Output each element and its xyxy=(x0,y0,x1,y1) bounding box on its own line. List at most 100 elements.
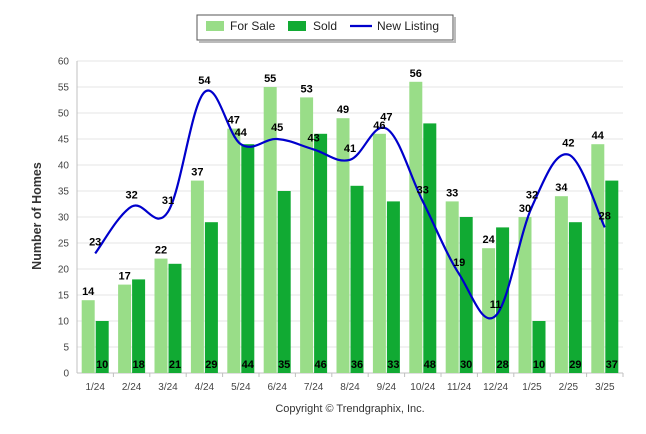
for-sale-bar xyxy=(372,133,386,373)
for-sale-bar xyxy=(336,118,350,373)
for-sale-bar xyxy=(190,180,204,373)
sold-data-label: 18 xyxy=(132,359,144,371)
y-tick-label: 30 xyxy=(58,213,70,224)
x-tick-label: 1/25 xyxy=(522,382,542,393)
sold-bar xyxy=(496,227,510,373)
for-sale-data-label: 17 xyxy=(118,271,130,283)
for-sale-data-label: 14 xyxy=(82,286,95,298)
new-listing-data-label: 47 xyxy=(380,112,392,124)
sold-bar xyxy=(568,222,582,373)
sold-bar xyxy=(241,144,255,373)
sold-bar xyxy=(168,263,182,373)
x-tick-label: 2/25 xyxy=(559,382,579,393)
new-listing-data-label: 45 xyxy=(271,122,283,134)
for-sale-bar xyxy=(227,128,241,373)
new-listing-data-label: 32 xyxy=(526,190,538,202)
sold-data-label: 30 xyxy=(460,359,472,371)
sold-data-label: 29 xyxy=(205,359,217,371)
y-tick-label: 60 xyxy=(58,57,70,68)
sold-data-label: 37 xyxy=(606,359,618,371)
legend-box xyxy=(196,14,454,41)
for-sale-bar xyxy=(300,97,314,374)
legend-swatch-sold xyxy=(288,21,306,31)
new-listing-line xyxy=(94,89,606,320)
new-listing-data-label: 44 xyxy=(235,127,248,139)
sold-bar xyxy=(532,321,546,373)
sold-data-label: 35 xyxy=(278,359,290,371)
for-sale-data-label: 44 xyxy=(592,130,605,142)
legend-swatch-for-sale xyxy=(206,21,224,31)
for-sale-bar xyxy=(482,248,496,373)
sold-data-label: 48 xyxy=(424,359,436,371)
x-tick-label: 12/24 xyxy=(483,382,508,393)
new-listing-data-label: 28 xyxy=(599,210,611,222)
data-labels: 1410231718322221313729544744445535455346… xyxy=(82,68,618,371)
sold-bar xyxy=(386,201,400,373)
y-tick-label: 40 xyxy=(58,161,70,172)
bars xyxy=(81,81,619,374)
y-axis-label: Number of Homes xyxy=(30,162,44,270)
y-tick-label: 35 xyxy=(58,187,70,198)
new-listing-line-group xyxy=(94,89,606,320)
sold-bar xyxy=(459,217,473,373)
sold-data-label: 10 xyxy=(533,359,545,371)
for-sale-data-label: 33 xyxy=(446,187,458,199)
y-tick-label: 0 xyxy=(63,369,69,380)
x-tick-label: 6/24 xyxy=(267,382,287,393)
for-sale-data-label: 56 xyxy=(410,68,422,80)
sold-bar xyxy=(95,321,109,373)
y-tick-label: 45 xyxy=(58,135,70,146)
new-listing-data-label: 42 xyxy=(562,138,574,150)
sold-data-label: 33 xyxy=(387,359,399,371)
sold-data-label: 44 xyxy=(242,359,255,371)
legend-label-new-listing: New Listing xyxy=(377,19,439,33)
for-sale-data-label: 24 xyxy=(482,234,495,246)
x-tick-label: 2/24 xyxy=(122,382,142,393)
copyright-credit: Copyright © Trendgraphix, Inc. xyxy=(275,403,424,415)
new-listing-data-label: 54 xyxy=(198,75,211,87)
x-tick-label: 3/25 xyxy=(595,382,615,393)
for-sale-data-label: 34 xyxy=(555,182,568,194)
sold-data-label: 46 xyxy=(314,359,326,371)
sold-data-label: 21 xyxy=(169,359,181,371)
legend-label-for-sale: For Sale xyxy=(230,19,276,33)
for-sale-data-label: 47 xyxy=(228,115,240,127)
sold-data-label: 28 xyxy=(496,359,508,371)
legend[interactable]: For Sale Sold New Listing xyxy=(196,14,456,43)
x-tick-label: 10/24 xyxy=(410,382,435,393)
sold-data-label: 10 xyxy=(96,359,108,371)
for-sale-bar xyxy=(263,87,277,373)
new-listing-data-label: 31 xyxy=(162,195,174,207)
for-sale-data-label: 53 xyxy=(300,83,312,95)
x-tick-label: 1/24 xyxy=(85,382,105,393)
new-listing-data-label: 11 xyxy=(490,299,502,311)
new-listing-data-label: 32 xyxy=(125,190,137,202)
y-axis-ticks: 0 5 10 15 20 25 30 35 40 45 50 55 60 xyxy=(58,57,70,380)
new-listing-data-label: 33 xyxy=(417,184,429,196)
y-tick-label: 50 xyxy=(58,109,70,120)
for-sale-bar xyxy=(518,217,532,373)
x-tick-label: 4/24 xyxy=(195,382,215,393)
y-tick-label: 5 xyxy=(63,343,69,354)
for-sale-data-label: 46 xyxy=(373,120,385,132)
new-listing-data-label: 43 xyxy=(307,132,319,144)
new-listing-data-label: 23 xyxy=(89,236,101,248)
for-sale-bar xyxy=(554,196,568,373)
legend-label-sold: Sold xyxy=(313,19,337,33)
sold-data-label: 36 xyxy=(351,359,363,371)
new-listing-data-label: 19 xyxy=(453,257,465,269)
for-sale-bar xyxy=(409,81,423,374)
sold-bar xyxy=(204,222,218,373)
grid xyxy=(76,60,623,374)
for-sale-bar xyxy=(591,144,605,373)
sold-bar xyxy=(423,123,437,374)
x-tick-label: 7/24 xyxy=(304,382,324,393)
x-tick-label: 3/24 xyxy=(158,382,178,393)
sold-bar xyxy=(350,185,364,373)
y-tick-label: 10 xyxy=(58,317,70,328)
sold-bar xyxy=(132,279,146,373)
for-sale-data-label: 37 xyxy=(191,167,203,179)
for-sale-bar xyxy=(118,284,132,373)
x-axis-ticks: 1/24 2/24 3/24 4/24 5/24 6/24 7/24 8/24 9/24 10/2… xyxy=(85,373,624,393)
